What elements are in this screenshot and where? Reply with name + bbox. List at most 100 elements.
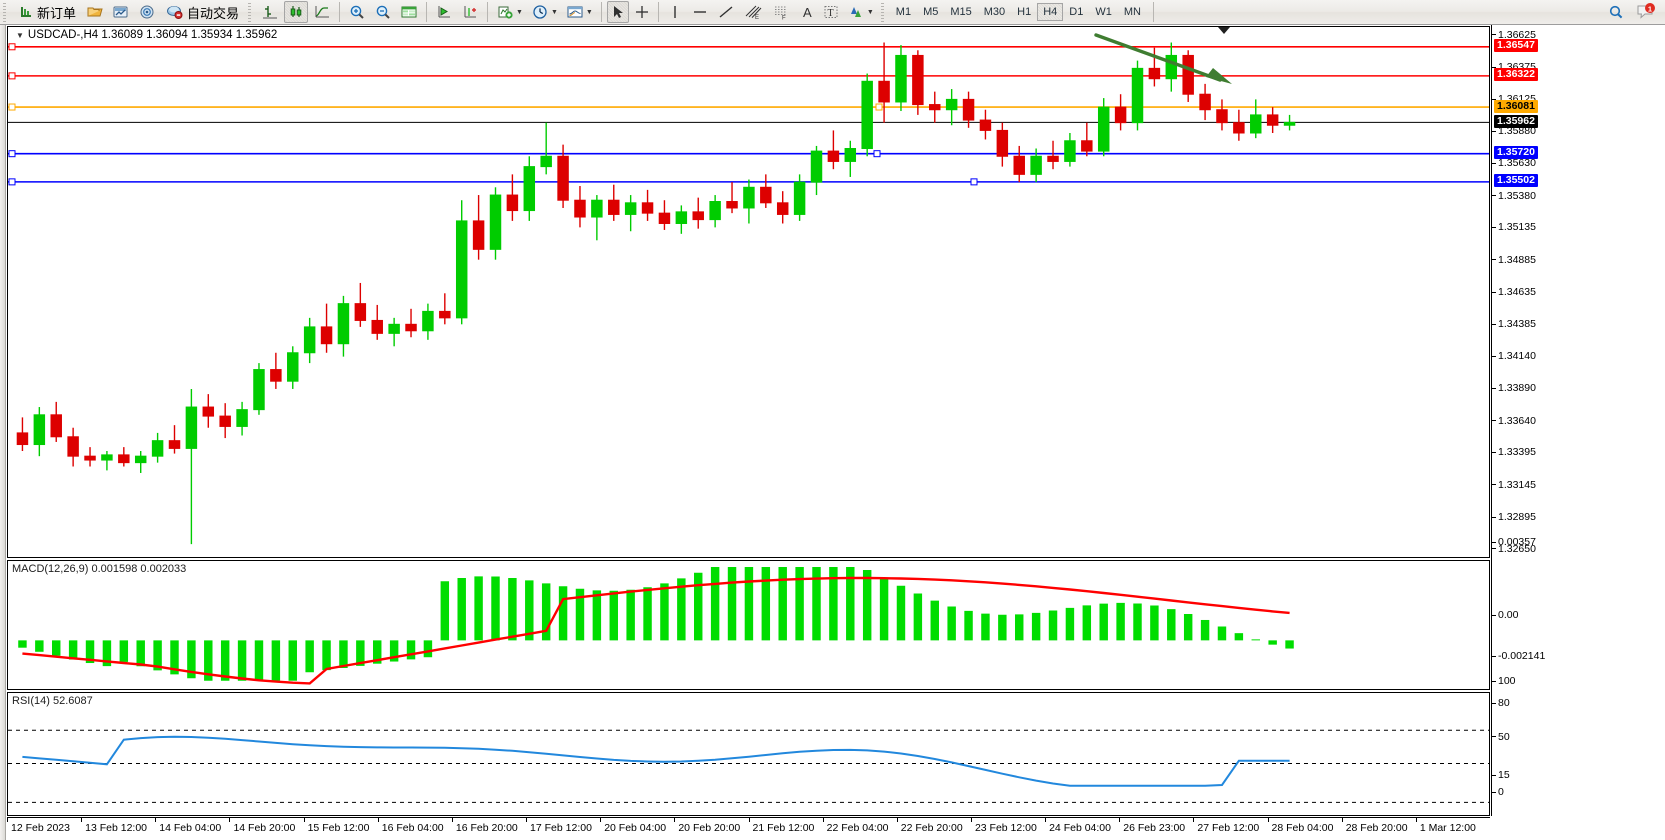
toolbar-grip-3[interactable] — [879, 2, 887, 22]
auto-trading-button[interactable]: 自动交易 — [161, 1, 244, 23]
time-tick — [1267, 818, 1269, 822]
time-tick — [674, 818, 676, 822]
time-label: 14 Feb 20:00 — [233, 822, 296, 834]
arrows-button[interactable]: ▼ — [844, 1, 877, 23]
symbol-caret-icon[interactable]: ▼ — [16, 30, 24, 40]
time-tick — [600, 818, 602, 822]
pivot-level[interactable]: 1.36081 — [1494, 99, 1538, 113]
line-chart-button[interactable] — [310, 1, 334, 23]
toolbar-separator-1 — [339, 2, 341, 22]
time-tick — [748, 818, 750, 822]
time-tick — [1193, 818, 1195, 822]
chart-area[interactable]: ▼ USDCAD-,H4 1.36089 1.36094 1.35934 1.3… — [0, 25, 1665, 840]
add-indicator-button[interactable]: ▼ — [493, 1, 526, 23]
data-window-button[interactable] — [397, 1, 421, 23]
rsi-pane[interactable]: RSI(14) 52.6087 — [7, 692, 1490, 816]
time-label: 28 Feb 04:00 — [1271, 822, 1334, 834]
resistance-level-2[interactable]: 1.36322 — [1494, 68, 1538, 82]
time-label: 13 Feb 12:00 — [85, 822, 148, 834]
price-tick: 1.35135 — [1492, 221, 1536, 233]
timeframe-m30[interactable]: M30 — [983, 6, 1006, 18]
time-axis[interactable]: 12 Feb 2023 13 Feb 12:00 14 Feb 04:00 14 Fe… — [7, 817, 1490, 840]
crosshair-icon — [635, 6, 648, 18]
notifications-button[interactable]: 1 — [1633, 1, 1659, 23]
vertical-line-button[interactable] — [664, 1, 686, 23]
auto-scroll-button[interactable] — [432, 1, 456, 23]
period-caret-icon[interactable]: ▼ — [550, 8, 558, 16]
main-toolbar: 新订单 — [0, 0, 1665, 25]
support-level-2[interactable]: 1.35502 — [1494, 174, 1538, 188]
time-label: 15 Feb 12:00 — [307, 822, 370, 834]
horizontal-line-icon — [693, 11, 706, 13]
time-label: 26 Feb 23:00 — [1123, 822, 1186, 834]
horizontal-line-button[interactable] — [688, 1, 712, 23]
templates-caret-icon[interactable]: ▼ — [585, 8, 593, 16]
crosshair-button[interactable] — [631, 1, 653, 23]
market-watch-button[interactable] — [109, 1, 133, 23]
symbol-ohlc-text: USDCAD-,H4 1.36089 1.36094 1.35934 1.359… — [27, 29, 278, 41]
time-tick — [1415, 818, 1417, 822]
toolbar-separator-5 — [657, 2, 659, 22]
rsi-label: RSI(14) 52.6087 — [12, 695, 93, 707]
folder-button[interactable] — [83, 1, 107, 23]
time-label: 23 Feb 12:00 — [974, 822, 1037, 834]
macd-pane[interactable]: MACD(12,26,9) 0.001598 0.002033 — [7, 560, 1490, 690]
zoom-in-button[interactable] — [345, 1, 369, 23]
price-pane[interactable]: ▼ USDCAD-,H4 1.36089 1.36094 1.35934 1.3… — [7, 26, 1490, 558]
arrows-caret-icon[interactable]: ▼ — [866, 8, 874, 16]
text-label-button[interactable]: T — [820, 1, 842, 23]
svg-text:T: T — [827, 8, 833, 19]
zoom-out-button[interactable] — [371, 1, 395, 23]
timeframe-w1[interactable]: W1 — [1095, 6, 1112, 18]
macd-plot — [18, 567, 1294, 685]
time-tick — [377, 818, 379, 822]
cursor-icon — [613, 6, 623, 18]
svg-text:A: A — [803, 5, 812, 20]
time-label: 12 Feb 2023 — [11, 822, 70, 834]
navigator-button[interactable] — [135, 1, 159, 23]
templates-button[interactable]: ▼ — [563, 1, 596, 23]
clock-icon — [533, 5, 547, 19]
equidistant-channel-button[interactable]: E — [740, 1, 766, 23]
timeframe-m5[interactable]: M5 — [923, 6, 939, 18]
cursor-button[interactable] — [606, 1, 629, 23]
text-button[interactable]: A — [796, 1, 818, 23]
candlestick-chart-button[interactable] — [284, 1, 309, 23]
new-order-label: 新订单 — [37, 5, 77, 21]
timeframe-h4[interactable]: H4 — [1037, 3, 1064, 21]
price-tick: 1.35630 — [1492, 157, 1536, 169]
search-button[interactable] — [1604, 1, 1628, 23]
chart-shift-button[interactable] — [458, 1, 482, 23]
fibonacci-icon: F — [774, 6, 787, 20]
price-axis[interactable]: 1.366251.363751.361251.358801.356301.353… — [1491, 25, 1665, 816]
toolbar-grip-2[interactable] — [247, 2, 255, 22]
fibonacci-button[interactable]: F — [768, 1, 794, 23]
timeframe-h1[interactable]: H1 — [1017, 6, 1032, 18]
toolbar-grip-1[interactable] — [2, 2, 9, 22]
data-window-icon — [401, 6, 417, 18]
notification-count: 1 — [1648, 4, 1652, 13]
line-chart-icon — [315, 6, 330, 18]
support-level-1[interactable]: 1.35720 — [1494, 146, 1538, 160]
timeframe-d1[interactable]: D1 — [1069, 6, 1084, 18]
toolbar-separator-2 — [426, 2, 428, 22]
trendline-button[interactable] — [714, 1, 738, 23]
period-button[interactable]: ▼ — [528, 1, 561, 23]
resistance-level-1[interactable]: 1.36547 — [1494, 39, 1538, 53]
timeframe-group: M1 M5 M15 M30 H1 H4 D1 W1 MN — [890, 3, 1147, 21]
new-order-button[interactable]: 新订单 — [13, 1, 81, 23]
time-label: 27 Feb 12:00 — [1197, 822, 1260, 834]
macd-label: MACD(12,26,9) 0.001598 0.002033 — [12, 563, 187, 575]
add-indicator-caret-icon[interactable]: ▼ — [516, 8, 523, 16]
price-tick: 1.35380 — [1492, 190, 1536, 202]
current-price[interactable]: 1.35962 — [1494, 114, 1538, 128]
time-tick — [896, 818, 898, 822]
time-label: 20 Feb 04:00 — [604, 822, 667, 834]
arrows-icon — [850, 7, 861, 17]
timeframe-m1[interactable]: M1 — [895, 6, 912, 18]
chart-shift-icon — [464, 6, 477, 18]
bar-chart-button[interactable] — [258, 1, 282, 23]
timeframe-mn[interactable]: MN — [1123, 6, 1141, 18]
notification-bubble-icon: 1 — [1637, 3, 1655, 19]
timeframe-m15[interactable]: M15 — [950, 6, 972, 18]
